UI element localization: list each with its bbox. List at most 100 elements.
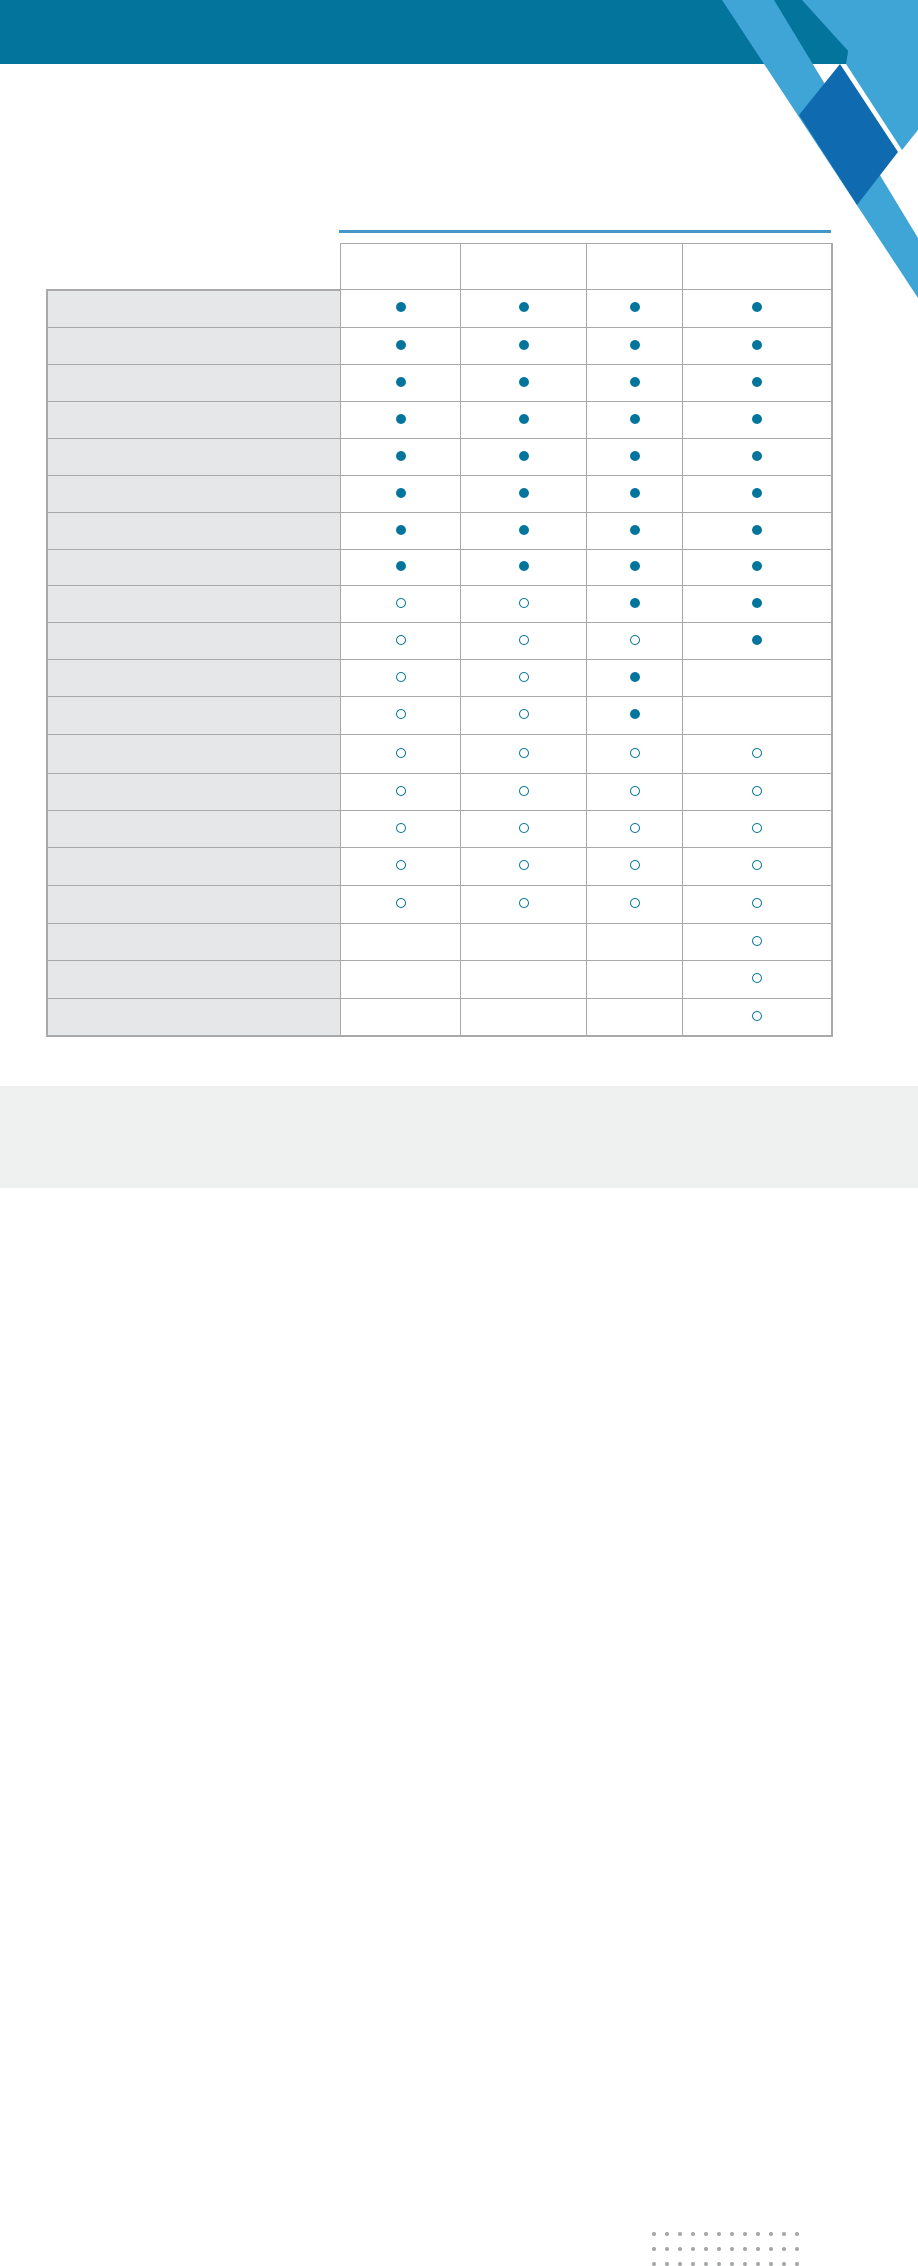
- stripe-overlap: [799, 64, 898, 205]
- dot: [756, 2262, 760, 2266]
- filled-circle-icon: [395, 487, 406, 498]
- filled-circle-icon: [629, 709, 640, 719]
- filled-circle-icon: [518, 487, 529, 498]
- dot: [717, 2262, 721, 2266]
- table-row: [46, 959, 833, 999]
- dot: [704, 2262, 708, 2266]
- open-circle-icon: [395, 822, 406, 833]
- row-label-cell: [46, 772, 341, 811]
- table-cell: [586, 846, 683, 886]
- header-cell-3: [586, 243, 683, 290]
- dot: [665, 2232, 669, 2236]
- table-row: [46, 658, 833, 697]
- table-row: [46, 997, 833, 1037]
- open-circle-icon: [629, 822, 640, 833]
- filled-circle-icon: [395, 376, 406, 387]
- table-cell: [460, 584, 587, 623]
- filled-circle-icon: [518, 413, 529, 424]
- table-cell: [340, 959, 461, 999]
- table-cell: [460, 326, 587, 365]
- table-cell: [682, 959, 833, 999]
- dot: [743, 2247, 747, 2251]
- table-row: [46, 733, 833, 774]
- table-cell: [586, 363, 683, 402]
- dot: [652, 2247, 656, 2251]
- filled-circle-icon: [752, 413, 762, 424]
- table-cell: [460, 997, 587, 1037]
- filled-circle-icon: [752, 450, 762, 461]
- filled-circle-icon: [395, 561, 406, 571]
- open-circle-icon: [752, 935, 762, 946]
- table-cell: [460, 809, 587, 848]
- table-row: [46, 511, 833, 550]
- filled-circle-icon: [518, 302, 529, 313]
- row-label-cell: [46, 400, 341, 439]
- table-cell: [586, 695, 683, 735]
- filled-circle-icon: [629, 671, 640, 682]
- table-row: [46, 772, 833, 811]
- dot: [756, 2247, 760, 2251]
- table-cell: [340, 511, 461, 550]
- filled-circle-icon: [395, 450, 406, 461]
- table-cell: [586, 326, 683, 365]
- row-label-cell: [46, 474, 341, 513]
- row-label-cell: [46, 997, 341, 1037]
- filled-circle-icon: [395, 413, 406, 424]
- open-circle-icon: [752, 785, 762, 796]
- table-cell: [460, 846, 587, 886]
- dot: [691, 2262, 695, 2266]
- filled-circle-icon: [629, 487, 640, 498]
- table-cell: [586, 733, 683, 774]
- table-cell: [682, 846, 833, 886]
- dot: [691, 2232, 695, 2236]
- open-circle-icon: [518, 860, 529, 870]
- dot: [704, 2232, 708, 2236]
- open-circle-icon: [518, 747, 529, 758]
- header-label-cell: [47, 243, 341, 291]
- row-label-cell: [46, 922, 341, 961]
- dot: [782, 2232, 786, 2236]
- dot: [704, 2247, 708, 2251]
- table-row: [46, 289, 833, 328]
- dot: [678, 2262, 682, 2266]
- table-cell: [340, 997, 461, 1037]
- table-cell: [586, 289, 683, 328]
- column-group-rule: [339, 230, 831, 233]
- filled-circle-icon: [395, 302, 406, 313]
- open-circle-icon: [518, 709, 529, 719]
- table-row: [46, 584, 833, 623]
- row-label-cell: [46, 326, 341, 365]
- table-cell: [460, 884, 587, 924]
- table-cell: [682, 474, 833, 513]
- table-cell: [586, 474, 683, 513]
- row-label-cell: [46, 695, 341, 735]
- table-cell: [682, 772, 833, 811]
- table-row: [46, 326, 833, 365]
- table-cell: [340, 326, 461, 365]
- open-circle-icon: [395, 898, 406, 908]
- filled-circle-icon: [629, 376, 640, 387]
- table-cell: [586, 884, 683, 924]
- filled-circle-icon: [395, 339, 406, 350]
- table-cell: [586, 621, 683, 660]
- table-cell: [682, 363, 833, 402]
- open-circle-icon: [752, 898, 762, 908]
- open-circle-icon: [752, 1010, 762, 1021]
- dot: [678, 2247, 682, 2251]
- row-label-cell: [46, 511, 341, 550]
- table-cell: [586, 400, 683, 439]
- row-label-cell: [46, 437, 341, 476]
- table-row: [46, 437, 833, 476]
- row-label-cell: [46, 584, 341, 623]
- dot: [743, 2232, 747, 2236]
- table-cell: [340, 772, 461, 811]
- table-cell: [340, 474, 461, 513]
- open-circle-icon: [518, 785, 529, 796]
- table-cell: [460, 437, 587, 476]
- table-row: [46, 846, 833, 886]
- table-cell: [460, 922, 587, 961]
- decorative-stripes: [722, 0, 918, 298]
- dot: [743, 2262, 747, 2266]
- open-circle-icon: [752, 860, 762, 870]
- table-cell: [682, 658, 833, 697]
